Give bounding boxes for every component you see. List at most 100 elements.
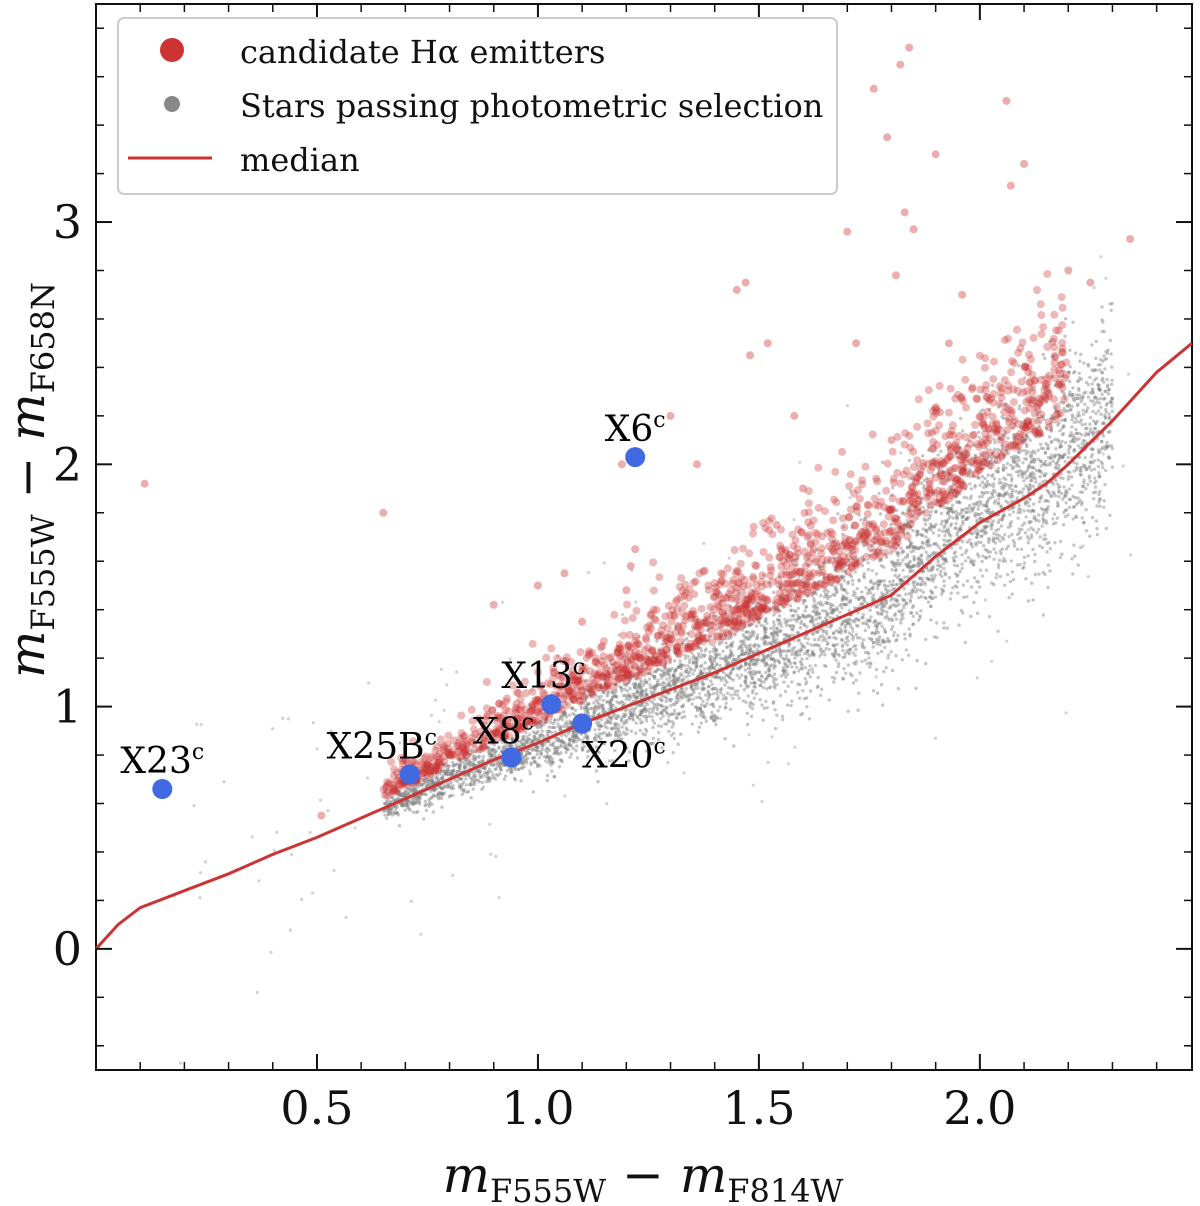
star-point [1099,439,1104,444]
star-point [744,676,748,681]
star-point [471,754,476,758]
star-point [842,602,846,607]
star-point [429,796,433,800]
star-point [1076,402,1080,406]
star-point [655,705,659,710]
star-point [1032,457,1036,462]
star-point [618,685,622,689]
star-point [977,554,981,559]
star-point [816,637,821,642]
star-point [805,705,809,709]
star-point [747,637,751,641]
star-point [1010,494,1015,499]
star-point [912,557,916,561]
star-point [980,534,984,538]
star-point [1090,391,1095,395]
star-point [695,618,699,622]
star-point [930,591,934,595]
star-point [791,623,795,628]
star-point [965,548,969,552]
star-point [1037,513,1041,517]
star-point [970,545,975,549]
star-point [992,557,996,561]
star-point [1011,578,1016,582]
star-point [903,632,907,636]
star-point [822,649,826,653]
star-point [1105,377,1109,382]
star-point [939,522,943,526]
star-point [390,796,394,800]
star-point [1024,515,1028,519]
star-point [763,634,768,639]
star-point [608,701,612,705]
star-point [980,466,984,470]
star-point [990,581,994,585]
star-point [967,470,972,474]
star-point [402,803,406,807]
star-point [706,698,710,702]
star-point [866,567,871,572]
star-point [1057,453,1061,457]
star-point [919,609,923,613]
star-point [960,553,964,557]
star-point [659,717,663,721]
star-point [550,725,554,730]
star-point [997,497,1001,501]
star-point [896,551,900,556]
star-point [520,741,524,745]
star-point [983,530,987,534]
star-point [985,456,989,461]
star-point [924,596,928,601]
star-point [992,501,997,505]
star-point [433,794,438,798]
star-point [593,706,597,710]
star-point [1010,467,1015,471]
star-point [382,801,387,806]
star-point [671,682,675,686]
star-point [1103,357,1107,362]
star-point [945,560,949,564]
star-point [748,704,752,709]
star-point [1058,555,1063,560]
star-point [986,473,990,477]
star-point [948,538,952,542]
star-point [931,567,935,571]
star-point [729,642,733,646]
star-point [839,582,843,587]
star-point [494,749,498,753]
star-point [998,549,1003,553]
star-point [935,635,939,640]
star-point [1105,440,1109,445]
star-point [727,674,731,679]
star-point [761,718,765,722]
star-point [875,625,879,630]
star-point [555,751,560,755]
star-point [1038,469,1042,473]
star-point [964,506,968,511]
star-point [1091,433,1096,437]
star-point [853,643,858,648]
star-point [1017,407,1021,411]
star-point [959,451,964,456]
star-point [587,702,591,707]
star-point [679,732,683,736]
star-point [483,765,487,769]
star-point [769,641,773,645]
star-point [386,798,390,802]
star-point [1000,443,1004,448]
star-point [754,670,758,674]
star-point [798,626,803,630]
star-point [545,715,549,720]
star-point [480,780,485,785]
star-point [782,680,786,684]
star-point [692,668,697,673]
star-point [410,785,414,789]
star-point [827,647,832,652]
star-point [445,763,449,768]
star-point [694,664,699,668]
star-point [607,715,611,719]
star-point [823,560,827,564]
star-point [658,703,663,708]
star-point [930,577,934,581]
star-point [1094,519,1099,523]
